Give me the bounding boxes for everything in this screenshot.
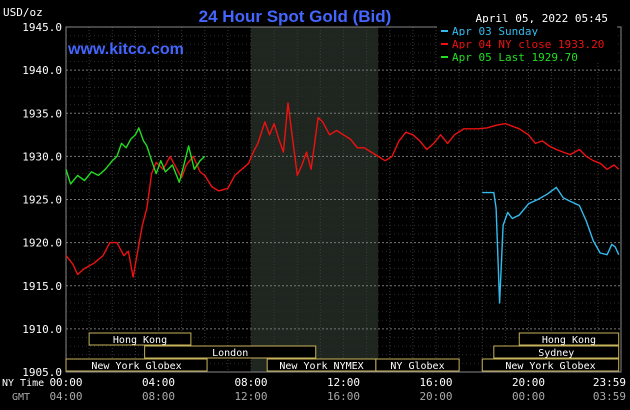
market-session-bar: NY Globex bbox=[375, 358, 460, 372]
x-tick-label-ny: 04:00 bbox=[142, 376, 175, 389]
x-tick-label-ny: 16:00 bbox=[419, 376, 452, 389]
y-tick-label: 1930.0 bbox=[22, 150, 62, 163]
legend-entry: Apr 04 NY close 1933.20 bbox=[452, 38, 604, 51]
market-session-bar: Sydney bbox=[493, 345, 620, 359]
x-tick-label-gmt: 03:59 bbox=[593, 390, 626, 403]
x-tick-label-ny: 00:00 bbox=[49, 376, 82, 389]
series-line bbox=[482, 186, 620, 304]
y-tick-label: 1935.0 bbox=[22, 107, 62, 120]
session-box bbox=[144, 345, 317, 359]
session-label: New York Globex bbox=[505, 361, 595, 372]
session-box bbox=[518, 332, 620, 346]
x-tick-label-gmt: 20:00 bbox=[419, 390, 452, 403]
ny-time-label: NY Time bbox=[2, 378, 44, 389]
y-tick-label: 1910.0 bbox=[22, 323, 62, 336]
x-tick-label-ny: 23:59 bbox=[593, 376, 626, 389]
market-session-bar: London bbox=[144, 345, 317, 359]
y-tick-label: 1925.0 bbox=[22, 194, 62, 207]
y-axis-label: USD/oz bbox=[3, 6, 43, 19]
market-session-bar: New York Globex bbox=[481, 358, 620, 372]
website-label: www.kitco.com bbox=[67, 41, 184, 58]
x-tick-label-ny: 08:00 bbox=[234, 376, 267, 389]
y-tick-label: 1905.0 bbox=[22, 366, 62, 379]
series-line bbox=[65, 127, 206, 185]
session-box bbox=[65, 358, 208, 372]
session-box bbox=[481, 358, 620, 372]
x-tick-label-gmt: 16:00 bbox=[327, 390, 360, 403]
market-session-bar: New York Globex bbox=[65, 358, 208, 372]
y-tick-label: 1920.0 bbox=[22, 237, 62, 250]
x-tick-label-gmt: 08:00 bbox=[142, 390, 175, 403]
session-label: NY Globex bbox=[390, 361, 444, 372]
market-session-bar: Hong Kong bbox=[88, 332, 192, 346]
session-box bbox=[493, 345, 620, 359]
y-tick-label: 1915.0 bbox=[22, 280, 62, 293]
x-tick-label-gmt: 12:00 bbox=[234, 390, 267, 403]
gmt-label: GMT bbox=[12, 392, 30, 403]
session-box bbox=[375, 358, 460, 372]
session-label: Hong Kong bbox=[113, 335, 167, 346]
x-tick-label-ny: 12:00 bbox=[327, 376, 360, 389]
y-tick-label: 1940.0 bbox=[22, 64, 62, 77]
market-session-bar: Hong Kong bbox=[518, 332, 620, 346]
legend-entry: Apr 05 Last 1929.70 bbox=[452, 51, 578, 64]
x-tick-label-gmt: 04:00 bbox=[49, 390, 82, 403]
session-label: New York Globex bbox=[91, 361, 181, 372]
market-session-bar: New York NYMEX bbox=[266, 358, 377, 372]
date-label: April 05, 2022 05:45 bbox=[476, 12, 608, 25]
session-box bbox=[88, 332, 192, 346]
series-line bbox=[65, 102, 620, 278]
legend-bg bbox=[437, 36, 617, 49]
legend-bg bbox=[437, 49, 617, 62]
legend-entry: Apr 03 Sunday bbox=[452, 25, 538, 38]
session-label: London bbox=[212, 348, 248, 359]
x-tick-label-ny: 20:00 bbox=[512, 376, 545, 389]
plot-border bbox=[65, 26, 622, 373]
session-label: New York NYMEX bbox=[279, 361, 363, 372]
x-tick-label-gmt: 00:00 bbox=[512, 390, 545, 403]
session-label: Hong Kong bbox=[542, 335, 596, 346]
session-label: Sydney bbox=[538, 348, 574, 359]
legend-bg bbox=[437, 23, 617, 36]
chart-title: 24 Hour Spot Gold (Bid) bbox=[199, 7, 392, 26]
y-tick-label: 1945.0 bbox=[22, 21, 62, 34]
